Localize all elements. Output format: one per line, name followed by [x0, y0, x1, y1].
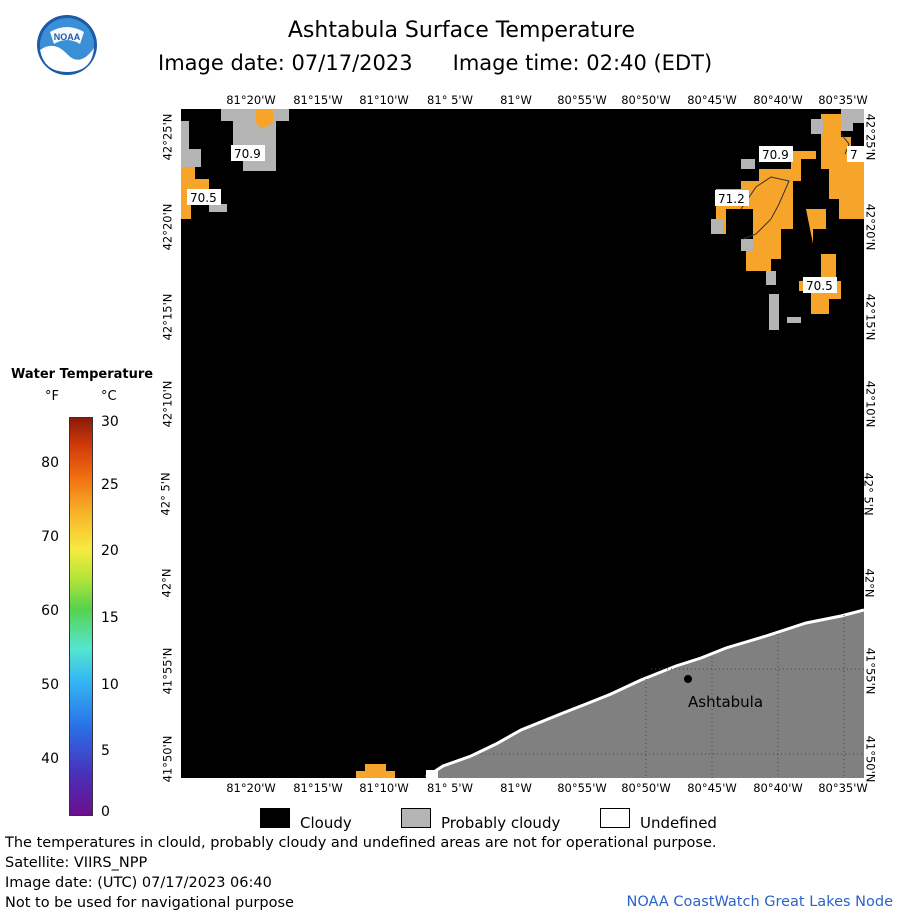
probably-cloudy-patch: [711, 219, 723, 234]
f-tick: 70: [29, 529, 59, 545]
lon-label-bottom: 80°50'W: [621, 781, 671, 795]
lon-label-bottom: 81°15'W: [293, 781, 343, 795]
f-tick: 40: [29, 751, 59, 767]
lon-label-bottom: 81°10'W: [359, 781, 409, 795]
temperature-map: Ashtabula 70.9 70.5 70.9 71.2 70.5 7: [181, 109, 864, 778]
probably-cloudy-patch: [741, 239, 753, 251]
lon-label-top: 81° 5'W: [427, 93, 473, 107]
c-tick: 30: [101, 414, 119, 430]
lon-label-top: 80°50'W: [621, 93, 671, 107]
lon-label-bottom: 81° 5'W: [427, 781, 473, 795]
image-datetime: Image date: 07/17/2023 Image time: 02:40…: [158, 51, 712, 75]
probably-cloudy-patch: [787, 317, 801, 323]
c-tick: 0: [101, 804, 110, 820]
undefined-swatch: [600, 808, 630, 828]
disclaimer-text: The temperatures in clould, probably clo…: [5, 835, 716, 851]
lon-label-bottom: 80°55'W: [557, 781, 607, 795]
temperature-colorbar: [69, 417, 93, 816]
lon-label-bottom: 80°35'W: [818, 781, 868, 795]
isotherm-label: 70.9: [762, 148, 789, 162]
lat-label-left: 42°10'N: [160, 381, 174, 428]
city-label: Ashtabula: [688, 693, 763, 711]
unit-fahrenheit: °F: [45, 389, 59, 404]
lat-label-left: 42°25'N: [160, 114, 174, 161]
lat-label-right: 41°55'N: [863, 648, 877, 695]
legend-title: Water Temperature: [11, 367, 153, 382]
isotherm-label: 7: [850, 148, 858, 162]
lon-label-top: 81°15'W: [293, 93, 343, 107]
lon-label-top: 81°W: [500, 93, 532, 107]
satellite-text: Satellite: VIIRS_NPP: [5, 855, 147, 871]
lat-label-right: 42°25'N: [863, 114, 877, 161]
c-tick: 20: [101, 543, 119, 559]
lon-label-bottom: 81°W: [500, 781, 532, 795]
f-tick: 60: [29, 603, 59, 619]
lat-label-left: 42°20'N: [160, 204, 174, 251]
lat-label-left: 42° 5'N: [159, 472, 173, 515]
lon-label-bottom: 80°45'W: [687, 781, 737, 795]
lat-label-left: 42°15'N: [160, 294, 174, 341]
credit-text: NOAA CoastWatch Great Lakes Node: [627, 894, 893, 910]
f-tick: 80: [29, 455, 59, 471]
undefined-label: Undefined: [640, 814, 717, 832]
lat-label-right: 41°50'N: [863, 736, 877, 783]
cloudy-label: Cloudy: [300, 814, 352, 832]
lat-label-right: 42°20'N: [863, 204, 877, 251]
lon-label-top: 81°20'W: [226, 93, 276, 107]
image-time: Image time: 02:40 (EDT): [453, 51, 713, 75]
lon-label-top: 81°10'W: [359, 93, 409, 107]
lon-label-bottom: 81°20'W: [226, 781, 276, 795]
isotherm-label: 70.5: [190, 191, 217, 205]
c-tick: 10: [101, 677, 119, 693]
probably-cloudy-label: Probably cloudy: [441, 814, 560, 832]
isotherm-label: 70.9: [234, 147, 261, 161]
probably-cloudy-patch: [766, 271, 776, 285]
c-tick: 25: [101, 477, 119, 493]
lat-label-right: 42°10'N: [863, 381, 877, 428]
lon-label-top: 80°40'W: [753, 93, 803, 107]
isotherm-label: 71.2: [718, 192, 745, 206]
c-tick: 5: [101, 743, 110, 759]
lon-label-top: 80°45'W: [687, 93, 737, 107]
probably-cloudy-patch: [741, 159, 755, 169]
city-marker: [684, 675, 692, 683]
lon-label-top: 80°35'W: [818, 93, 868, 107]
lat-label-left: 41°55'N: [160, 648, 174, 695]
lat-label-left: 42°N: [160, 569, 174, 598]
probably-cloudy-patch: [769, 294, 779, 330]
undefined-area: [426, 770, 438, 778]
probably-cloudy-patch: [811, 119, 823, 134]
unit-celsius: °C: [101, 389, 117, 404]
lon-label-bottom: 80°40'W: [753, 781, 803, 795]
image-date: Image date: 07/17/2023: [158, 51, 413, 75]
f-tick: 50: [29, 677, 59, 693]
lon-label-top: 80°55'W: [557, 93, 607, 107]
probably-cloudy-swatch: [401, 808, 431, 828]
probably-cloudy-patch: [209, 204, 227, 212]
lat-label-right: 42°N: [863, 569, 877, 598]
isotherm-label: 70.5: [806, 279, 833, 293]
utc-date-text: Image date: (UTC) 07/17/2023 06:40: [5, 875, 272, 891]
cloudy-swatch: [260, 808, 290, 828]
c-tick: 15: [101, 610, 119, 626]
lat-label-right: 42°15'N: [863, 294, 877, 341]
navigation-warning: Not to be used for navigational purpose: [5, 895, 294, 911]
page-title: Ashtabula Surface Temperature: [0, 18, 903, 43]
lat-label-left: 41°50'N: [160, 736, 174, 783]
